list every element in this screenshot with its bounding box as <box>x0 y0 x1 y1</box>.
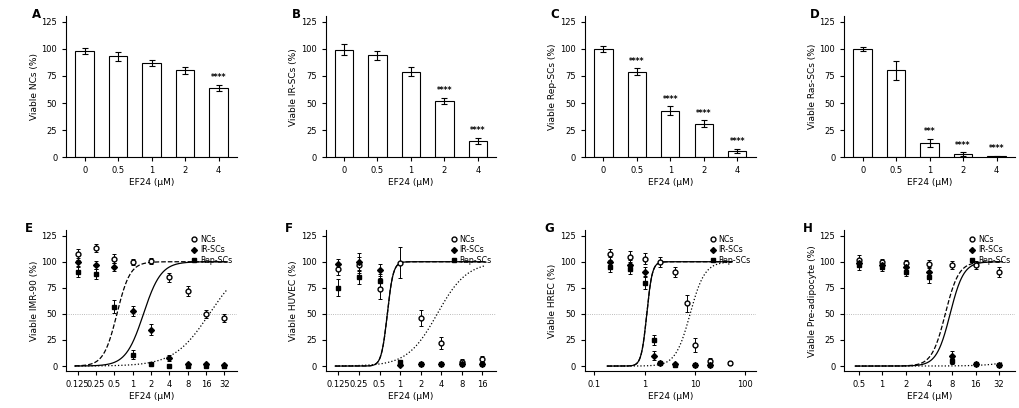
Bar <box>143 63 161 157</box>
Text: F: F <box>284 222 292 235</box>
Legend: NCs, IR-SCs, Rep-SCs: NCs, IR-SCs, Rep-SCs <box>449 234 492 265</box>
Text: ****: **** <box>729 137 744 146</box>
Text: C: C <box>550 8 559 21</box>
Text: E: E <box>25 222 34 235</box>
Bar <box>334 50 353 157</box>
Text: ****: **** <box>662 95 678 104</box>
Text: ****: **** <box>470 126 485 135</box>
Text: ****: **** <box>955 141 970 150</box>
X-axis label: EF24 (μM): EF24 (μM) <box>128 178 174 187</box>
Text: ****: **** <box>211 73 226 82</box>
Text: ****: **** <box>987 144 1004 153</box>
Text: A: A <box>33 8 41 21</box>
Bar <box>435 101 453 157</box>
Bar <box>401 71 420 157</box>
Legend: NCs, IR-SCs, Rep-SCs: NCs, IR-SCs, Rep-SCs <box>191 234 232 265</box>
Bar <box>853 49 871 157</box>
Bar <box>75 51 94 157</box>
Bar <box>919 143 937 157</box>
Bar <box>728 151 746 157</box>
Text: ****: **** <box>695 109 711 118</box>
Text: G: G <box>543 222 553 235</box>
Text: ***: *** <box>923 127 934 136</box>
Y-axis label: Viable HUVEC (%): Viable HUVEC (%) <box>288 261 298 341</box>
X-axis label: EF24 (μM): EF24 (μM) <box>388 178 433 187</box>
Text: ****: **** <box>629 57 644 66</box>
Text: D: D <box>809 8 819 21</box>
Text: B: B <box>291 8 301 21</box>
Bar <box>627 71 645 157</box>
Y-axis label: Viable Pre-adipocyte (%): Viable Pre-adipocyte (%) <box>807 245 816 357</box>
X-axis label: EF24 (μM): EF24 (μM) <box>906 392 952 401</box>
Y-axis label: Viable IR-SCs (%): Viable IR-SCs (%) <box>288 48 298 126</box>
Legend: NCs, IR-SCs, Rep-SCs: NCs, IR-SCs, Rep-SCs <box>967 234 1010 265</box>
Text: H: H <box>803 222 812 235</box>
X-axis label: EF24 (μM): EF24 (μM) <box>388 392 433 401</box>
Bar <box>468 141 486 157</box>
Bar <box>986 156 1005 157</box>
Bar <box>209 88 227 157</box>
Bar <box>694 124 712 157</box>
Text: ****: **** <box>436 86 451 95</box>
Y-axis label: Viable HREC (%): Viable HREC (%) <box>548 264 556 338</box>
X-axis label: EF24 (μM): EF24 (μM) <box>647 392 692 401</box>
Bar <box>109 56 127 157</box>
Y-axis label: Viable Rep-SCs (%): Viable Rep-SCs (%) <box>548 44 556 130</box>
Bar <box>660 111 679 157</box>
X-axis label: EF24 (μM): EF24 (μM) <box>647 178 692 187</box>
Legend: NCs, IR-SCs, Rep-SCs: NCs, IR-SCs, Rep-SCs <box>708 234 751 265</box>
Bar <box>953 154 971 157</box>
Y-axis label: Viable IMR-90 (%): Viable IMR-90 (%) <box>30 261 39 341</box>
Bar <box>594 49 612 157</box>
Bar <box>175 71 194 157</box>
X-axis label: EF24 (μM): EF24 (μM) <box>128 392 174 401</box>
X-axis label: EF24 (μM): EF24 (μM) <box>906 178 952 187</box>
Bar <box>368 55 386 157</box>
Y-axis label: Viable Ras-SCs (%): Viable Ras-SCs (%) <box>807 44 816 129</box>
Bar <box>887 71 905 157</box>
Y-axis label: Viable NCs (%): Viable NCs (%) <box>30 53 39 120</box>
